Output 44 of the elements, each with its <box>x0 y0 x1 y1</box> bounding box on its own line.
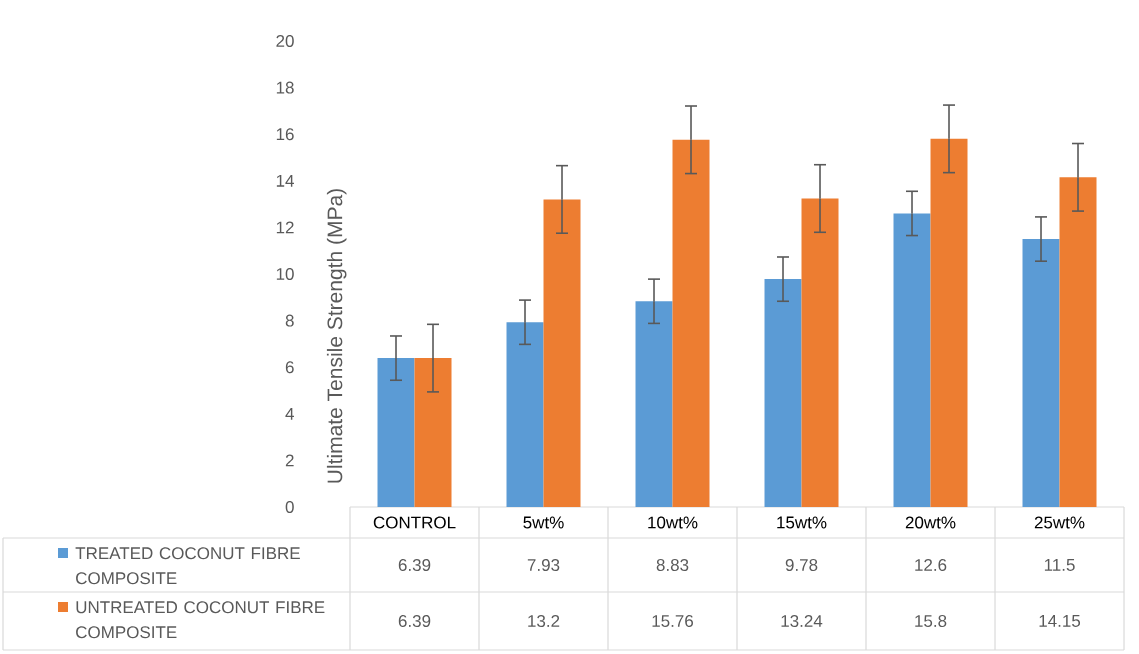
data-label: 13.2 <box>528 614 560 628</box>
y-tick-label: 18 <box>276 81 294 94</box>
x-tick-label: 25wt% <box>1034 516 1085 529</box>
data-label: 14.15 <box>1039 615 1081 627</box>
data-label: 9.78 <box>785 558 818 572</box>
bar <box>764 279 802 507</box>
data-label: 7.93 <box>527 558 560 572</box>
bar <box>414 358 452 507</box>
data-label: 13.24 <box>781 614 823 628</box>
bar <box>893 213 931 507</box>
y-tick-label: 20 <box>276 34 294 48</box>
y-tick-label: 16 <box>276 128 294 141</box>
legend-label: UNTREATED COCONUT FIBRE COMPOSITE <box>76 601 325 639</box>
bar <box>1022 239 1060 507</box>
y-axis-title: Ultimate Tensile Strength (MPa) <box>326 189 347 483</box>
legend-label: TREATED COCONUT FIBRE COMPOSITE <box>75 547 300 585</box>
x-tick-label: 5wt% <box>523 516 564 529</box>
x-tick-label: 15wt% <box>777 516 827 529</box>
bar <box>543 199 581 507</box>
y-tick-label: 6 <box>285 361 294 374</box>
data-label: 6.39 <box>398 614 431 628</box>
y-tick-label: 8 <box>285 314 294 327</box>
data-label: 8.83 <box>656 558 689 572</box>
bar <box>506 322 544 507</box>
x-tick-label: CONTROL <box>373 516 456 529</box>
x-tick-label: 20wt% <box>905 516 956 529</box>
data-label: 15.8 <box>915 614 947 628</box>
data-label: 11.5 <box>1044 559 1075 571</box>
x-tick-label: 10wt% <box>648 516 698 529</box>
y-tick-label: 0 <box>285 500 294 514</box>
y-tick-label: 10 <box>276 267 294 281</box>
y-tick-label: 2 <box>285 454 294 467</box>
bar <box>672 139 710 507</box>
bar <box>377 358 415 507</box>
data-label: 12.6 <box>915 558 947 572</box>
bar <box>1059 177 1097 507</box>
bar <box>635 301 673 507</box>
bar <box>801 198 839 507</box>
data-label: 6.39 <box>398 558 431 572</box>
data-label: 15.76 <box>652 614 694 628</box>
bar <box>930 138 968 507</box>
y-tick-label: 12 <box>276 221 294 234</box>
y-tick-label: 4 <box>285 407 294 420</box>
y-tick-label: 14 <box>276 174 294 187</box>
